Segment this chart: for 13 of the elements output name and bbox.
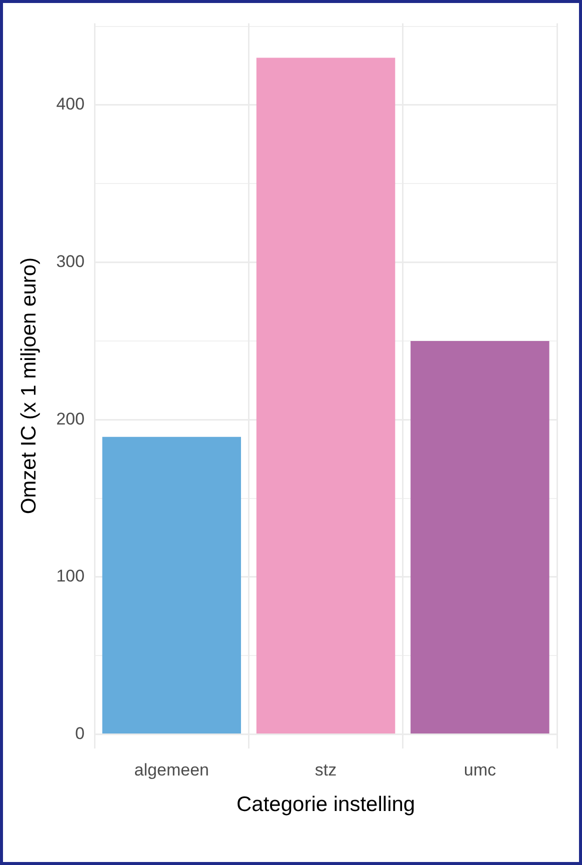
y-axis-title: Omzet IC (x 1 miljoen euro) [17, 257, 40, 514]
y-tick-label: 300 [56, 252, 85, 271]
bar [102, 436, 241, 734]
x-tick-label: umc [464, 760, 496, 780]
y-tick-label: 0 [75, 724, 85, 743]
x-tick-label: stz [314, 760, 337, 780]
y-tick-label: 400 [56, 94, 85, 114]
y-tick-label: 200 [56, 409, 85, 428]
bar [410, 340, 550, 734]
bar [256, 58, 396, 734]
x-axis-title: Categorie instelling [236, 793, 416, 816]
x-tick-label: algemeen [134, 760, 209, 780]
y-tick-label: 100 [56, 566, 85, 586]
